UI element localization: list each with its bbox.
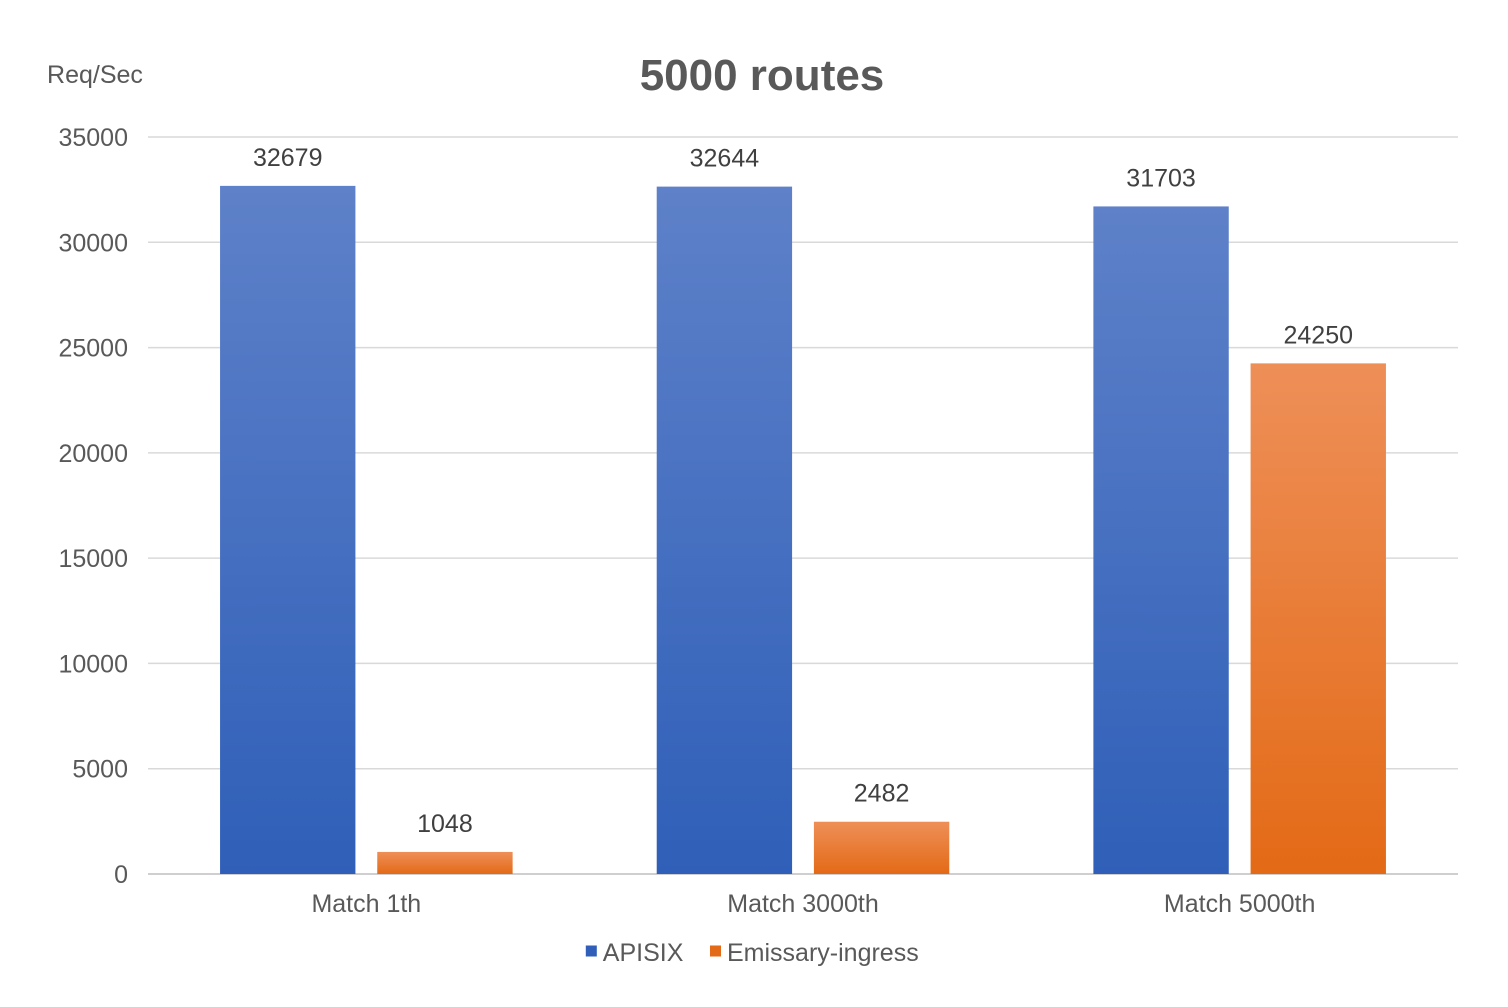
data-label: 2482 <box>854 780 910 808</box>
grid-layer <box>148 136 1458 875</box>
bar-emissary-ingress <box>1250 363 1386 874</box>
legend-label: APISIX <box>603 939 684 967</box>
y-axis-label: Req/Sec <box>47 61 143 89</box>
y-tick-label: 35000 <box>58 124 128 152</box>
data-label: 1048 <box>417 810 473 838</box>
labels-layer: 0 5000 10000 15000 20000 25000 30000 35000 32679… <box>58 124 1353 918</box>
x-tick-label: Match 1th <box>311 890 421 918</box>
y-tick-label: 30000 <box>58 229 128 257</box>
data-label: 32679 <box>253 144 323 172</box>
bars-layer <box>220 185 1386 875</box>
chart-title: 5000 routes <box>640 51 885 100</box>
y-tick-label: 25000 <box>58 335 128 363</box>
legend-label: Emissary-ingress <box>727 939 919 967</box>
x-tick-label: Match 3000th <box>727 890 879 918</box>
x-tick-label: Match 5000th <box>1164 890 1316 918</box>
bar-emissary-ingress <box>377 851 513 874</box>
legend-swatch-emissary-ingress <box>710 945 721 957</box>
bar-apisix <box>1093 206 1229 874</box>
data-label: 24250 <box>1284 321 1354 349</box>
bar-apisix <box>656 186 793 875</box>
bar-emissary-ingress <box>813 821 950 874</box>
y-tick-label: 15000 <box>58 545 128 573</box>
legend: APISIX Emissary-ingress <box>585 939 919 967</box>
y-tick-label: 20000 <box>58 440 128 468</box>
y-tick-label: 0 <box>114 861 128 889</box>
y-tick-label: 5000 <box>72 756 128 784</box>
bar-apisix <box>220 185 356 874</box>
data-label: 31703 <box>1126 164 1196 192</box>
y-tick-label: 10000 <box>58 650 128 678</box>
legend-swatch-apisix <box>585 945 597 957</box>
data-label: 32644 <box>690 145 760 173</box>
